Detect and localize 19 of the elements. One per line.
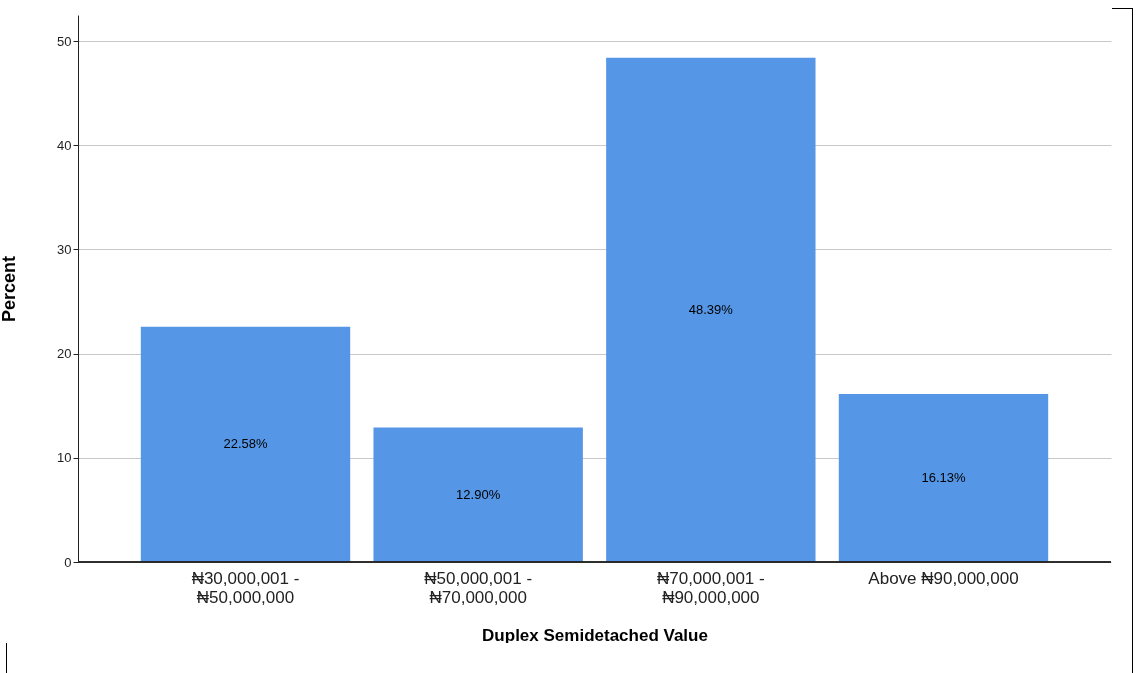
bar [838, 393, 1049, 562]
data-label: 12.90% [456, 486, 501, 502]
bar [140, 326, 351, 562]
y-tick-label: 10 [57, 450, 72, 466]
y-tick-label: 30 [57, 241, 72, 257]
y-tick-label: 40 [57, 137, 72, 153]
bar [606, 57, 816, 562]
x-tick-label: ₦50,000,001 - ₦70,000,000 [424, 568, 533, 607]
x-tick-label: ₦30,000,001 - ₦50,000,000 [191, 568, 300, 607]
y-tick-label: 0 [64, 554, 72, 570]
data-label: 22.58% [223, 436, 268, 452]
x-tick-label: ₦70,000,001 - ₦90,000,000 [656, 568, 765, 607]
y-tick-label: 50 [57, 33, 72, 49]
y-axis-title: Percent [0, 255, 20, 323]
bar [373, 427, 583, 562]
data-label: 16.13% [921, 469, 966, 485]
data-label: 48.39% [688, 301, 734, 317]
x-tick-label: Above ₦90,000,000 [868, 568, 1019, 588]
y-tick-label: 20 [57, 346, 72, 362]
